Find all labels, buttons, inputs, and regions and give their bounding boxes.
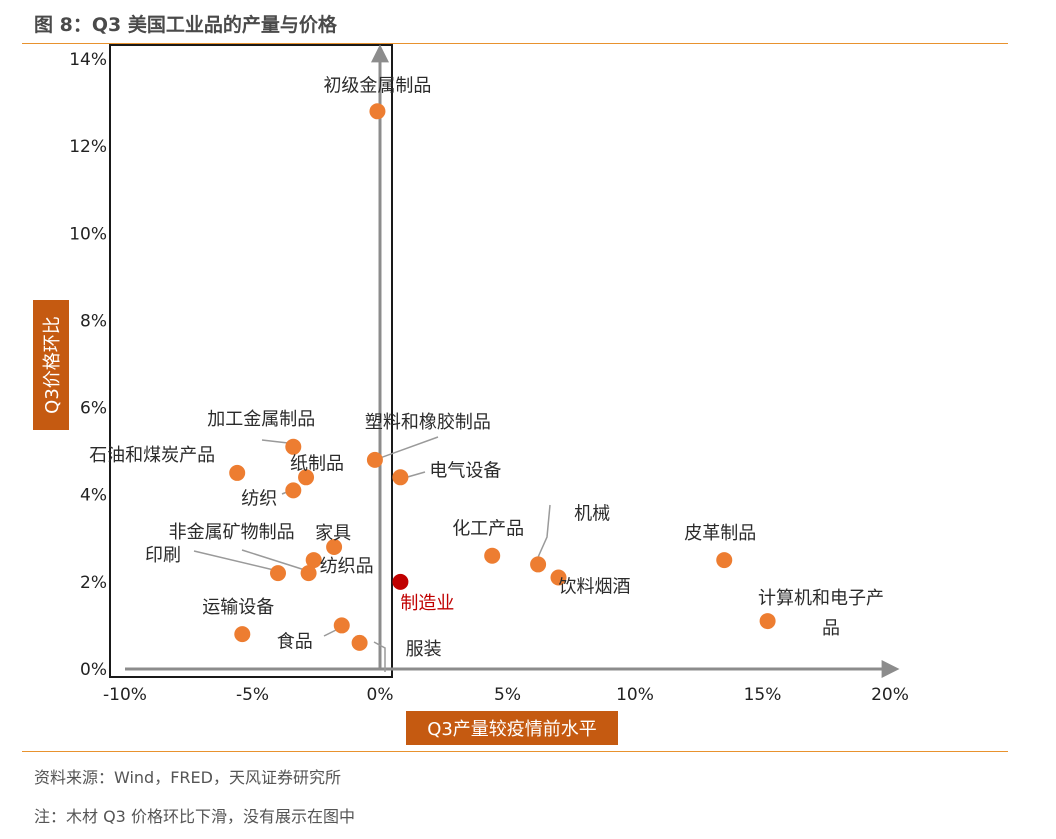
data-point [300,565,317,582]
point-label: 化工产品 [452,519,524,540]
point-label: 印刷 [145,545,181,566]
point-label: 皮革制品 [684,523,756,544]
point-label: 食品 [277,631,313,652]
data-point [392,573,409,590]
point-label: 饮料烟酒 [559,577,631,598]
point-label: 计算机和电子产品 [758,588,884,639]
top-rule [22,43,1008,44]
y-tick-label: 8% [80,311,107,331]
point-label: 加工金属制品 [207,409,315,430]
data-point [351,634,368,651]
data-point [285,438,302,455]
data-point [484,547,501,564]
point-label: 塑料和橡胶制品 [365,412,491,433]
label-leader-line [261,439,289,444]
data-point [298,469,315,486]
figure-title: 图 8：Q3 美国工业品的产量与价格 [34,14,337,36]
y-tick-label: 14% [69,50,107,70]
data-point [759,613,776,630]
data-point [392,469,409,486]
data-point [716,552,733,569]
y-tick-label: 4% [80,486,107,506]
data-point [550,569,567,586]
data-point [285,482,302,499]
y-tick-label: 0% [80,660,107,680]
source-note: 资料来源：Wind，FRED，天风证券研究所 [34,768,341,787]
data-point [270,565,286,582]
point-label: 服装 [406,639,442,660]
label-leader-line [379,436,439,459]
data-point [229,464,246,481]
x-axis-title-box: Q3产量较疫情前水平 [406,711,618,745]
point-label: 家具 [315,523,351,544]
point-label: 纺织品 [320,556,374,577]
x-tick-label: -5% [236,685,269,705]
x-tick-label: 5% [494,685,521,705]
label-leader-line [193,550,279,572]
x-tick-label: 15% [744,685,782,705]
point-label: 初级金属制品 [323,75,431,96]
y-tick-label: 12% [69,137,107,157]
point-label: 石油和煤炭产品 [89,445,215,466]
point-label: 运输设备 [202,597,274,618]
point-label: 纺织 [241,488,277,509]
y-tick-label: 2% [80,573,107,593]
y-axis-title: Q3价格环比 [42,316,63,414]
point-label: 电气设备 [429,460,501,481]
y-tick-label: 6% [80,399,107,419]
point-label: 机械 [574,503,610,524]
highlight-region-box [109,44,393,678]
x-tick-label: -10% [103,685,147,705]
x-tick-label: 0% [367,685,394,705]
x-tick-label: 10% [616,685,654,705]
label-leader-line [241,549,309,572]
data-point [333,617,350,634]
y-tick-label: 10% [69,224,107,244]
point-label: 制造业 [400,593,454,614]
x-axis-title: Q3产量较疫情前水平 [427,719,597,740]
data-point [234,626,251,643]
footnote: 注：木材 Q3 价格环比下滑，没有展示在图中 [34,807,355,826]
bottom-rule [22,751,1008,752]
data-point [366,451,383,468]
x-tick-label: 20% [871,685,909,705]
data-point [305,552,322,569]
data-point [369,103,386,120]
data-point [326,539,343,555]
label-leader-line [373,641,386,672]
data-point [530,556,547,573]
label-leader-line [534,504,551,565]
point-label: 非金属矿物制品 [169,522,295,543]
point-label: 纸制品 [290,453,344,474]
y-axis-title-box: Q3价格环比 [33,300,69,430]
